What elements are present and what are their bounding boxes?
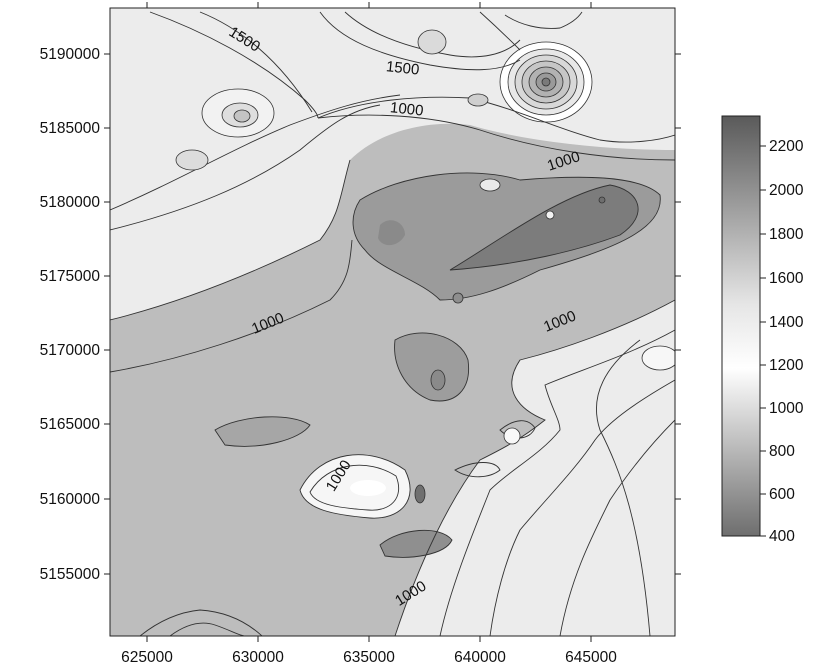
colorbar-tick-label: 2200 (769, 138, 804, 155)
contour-region-peak-west (378, 220, 405, 246)
y-tick-label: 5165000 (40, 416, 101, 433)
map-frame (109, 7, 676, 637)
colorbar: 2200 2000 1800 1600 1400 1200 1000 800 6… (721, 115, 804, 545)
contour-label-1000-a: 1000 (389, 99, 424, 119)
y-tick-label: 5175000 (40, 268, 101, 285)
colorbar-tick-label: 1400 (769, 314, 804, 331)
bullseye-ne (499, 41, 593, 123)
y-tick-label: 5155000 (40, 566, 101, 583)
colorbar-tick-label: 1200 (769, 357, 804, 374)
y-tick-label: 5180000 (40, 194, 101, 211)
y-tick-label: 5160000 (40, 491, 101, 508)
y-tick-label: 5170000 (40, 342, 101, 359)
bullseye-nw (201, 88, 275, 138)
contour-label-1500-b: 1500 (385, 58, 420, 78)
colorbar-gradient (721, 115, 761, 537)
x-axis: 625000 630000 635000 640000 645000 (121, 2, 617, 666)
map-plot-area: 1500 1500 1000 1000 1000 1000 1000 1000 (110, 8, 675, 636)
x-tick-label: 640000 (454, 649, 506, 666)
contour-blob-g (545, 210, 555, 220)
contour-region-west (215, 416, 310, 447)
contour-region-central (394, 332, 469, 401)
y-tick-label: 5190000 (40, 46, 101, 63)
contour-blob-b (479, 178, 501, 192)
contour-blob-d (430, 369, 446, 391)
contour-region-peak (450, 185, 639, 270)
x-tick-label: 645000 (565, 649, 617, 666)
contour-blob-i (598, 196, 606, 204)
y-axis: 5190000 5185000 5180000 5175000 5170000 … (40, 46, 681, 583)
x-tick-label: 630000 (232, 649, 284, 666)
contour-blob-f (414, 484, 426, 504)
colorbar-tick-label: 400 (769, 528, 795, 545)
colorbar-tick-label: 1000 (769, 400, 804, 417)
contour-lobe-east (641, 345, 675, 371)
colorbar-tick-label: 1600 (769, 270, 804, 287)
x-tick-label: 625000 (121, 649, 173, 666)
contour-peak-bright (350, 480, 386, 496)
colorbar-tick-label: 1800 (769, 226, 804, 243)
x-tick-label: 635000 (343, 649, 395, 666)
contour-blob-north (417, 29, 447, 55)
colorbar-tick-label: 2000 (769, 182, 804, 199)
colorbar-tick-label: 600 (769, 486, 795, 503)
contour-blob-h (452, 292, 464, 304)
colorbar-tick-label: 800 (769, 443, 795, 460)
contour-blob-e (503, 427, 521, 445)
contour-lines (110, 11, 675, 636)
contour-blob-a (467, 93, 489, 107)
contour-blob-c (175, 149, 209, 171)
y-tick-label: 5185000 (40, 120, 101, 137)
